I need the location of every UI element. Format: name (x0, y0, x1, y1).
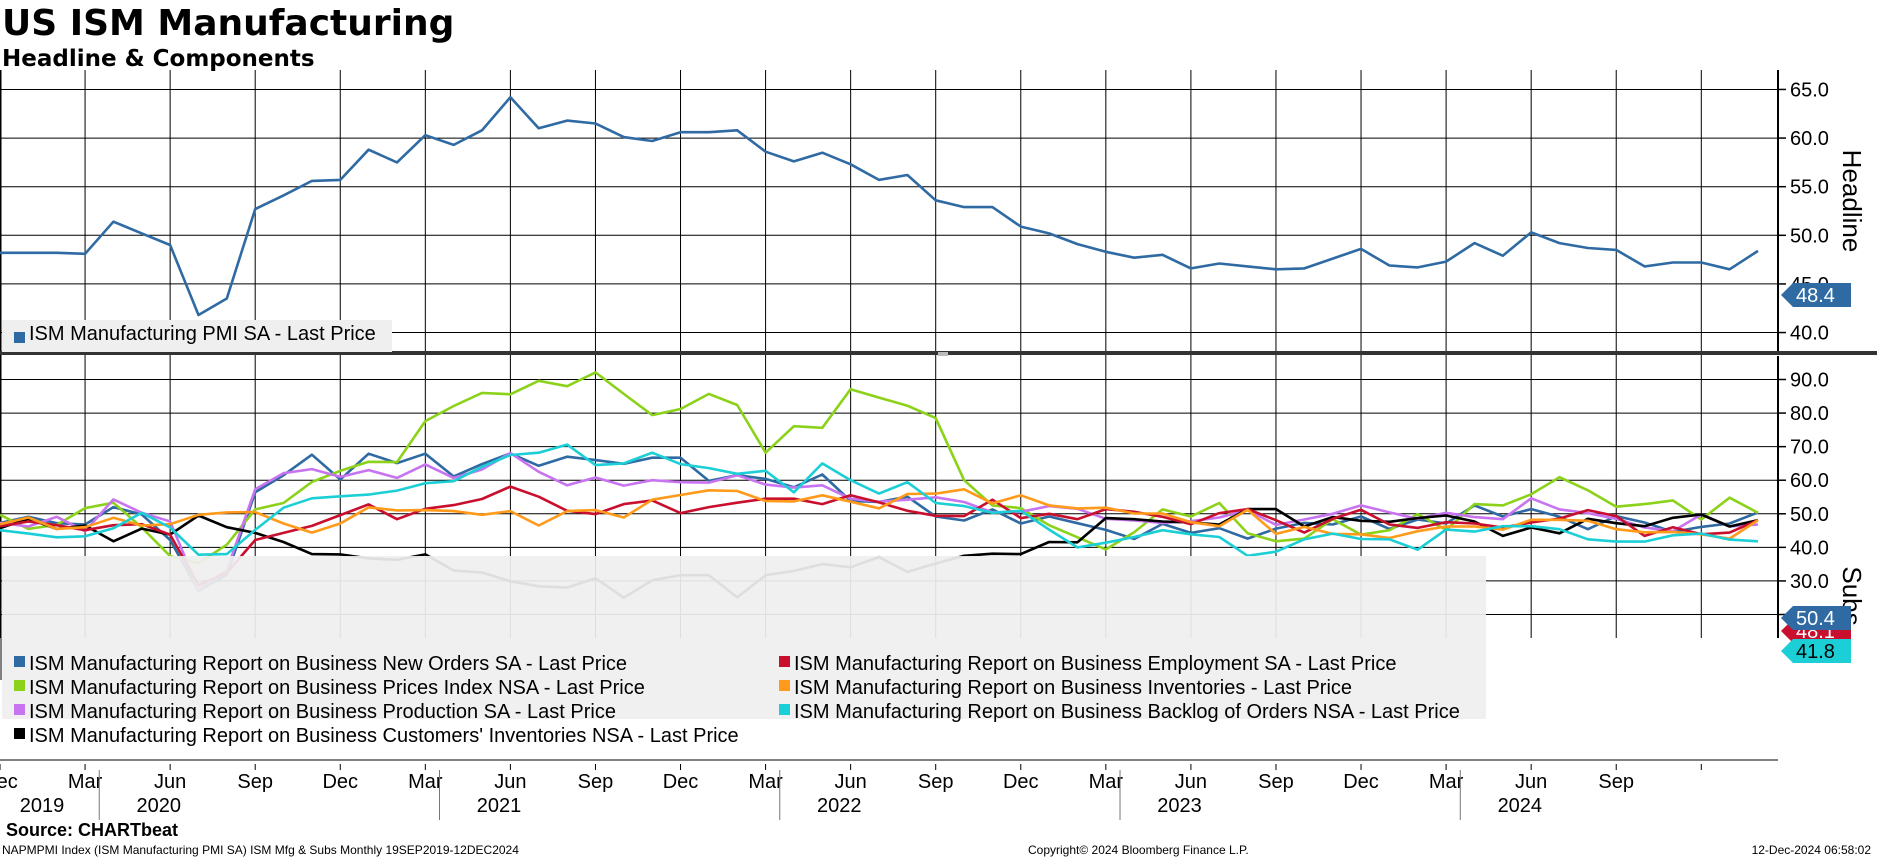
subs-tick-label: 80.0 (1790, 403, 1829, 425)
value-tag-label: 41.8 (1796, 641, 1835, 663)
x-year-label: 2020 (137, 795, 182, 817)
value-tag-label: 48.4 (1796, 285, 1835, 307)
series-line-pmi (0, 95, 1759, 317)
footer-copyright: Copyright© 2024 Bloomberg Finance L.P. (1028, 843, 1249, 857)
legend-swatch (779, 656, 790, 667)
source-label: Source: CHARTbeat (6, 820, 179, 840)
legend-label: ISM Manufacturing Report on Business Inv… (794, 677, 1352, 699)
last-value-backlog: 41.8 (1781, 639, 1851, 663)
legend-label: ISM Manufacturing Report on Business Bac… (794, 701, 1460, 723)
headline-legend: ISM Manufacturing PMI SA - Last Price (2, 320, 392, 352)
legend-swatch (14, 332, 25, 343)
headline-y-axis: 65.060.055.050.045.040.0 (0, 70, 1829, 352)
subs-tick-label: 90.0 (1790, 370, 1829, 392)
legend-label: ISM Manufacturing Report on Business Pri… (29, 677, 645, 699)
legend-label: ISM Manufacturing PMI SA - Last Price (29, 323, 376, 345)
x-month-label: Mar (68, 771, 103, 793)
headline-tick-label: 65.0 (1790, 79, 1829, 101)
legend-swatch (14, 704, 25, 715)
x-year-label: 2023 (1157, 795, 1202, 817)
headline-tick-label: 40.0 (1790, 323, 1829, 345)
x-month-label: Mar (1089, 771, 1124, 793)
subs-tick-label: 50.0 (1790, 504, 1829, 526)
x-month-label: Jun (494, 771, 526, 793)
x-month-label: Jun (1515, 771, 1547, 793)
subs-tick-label: 70.0 (1790, 437, 1829, 459)
value-tag-label: 50.4 (1796, 608, 1835, 630)
value-tag-shape (1781, 639, 1851, 663)
legend-swatch (14, 680, 25, 691)
headline-tick-label: 50.0 (1790, 225, 1829, 247)
x-year-label: 2022 (817, 795, 862, 817)
separator-handle (938, 352, 948, 356)
last-value-headline: 48.4 (1781, 283, 1851, 307)
headline-tick-label: 55.0 (1790, 177, 1829, 199)
x-month-label: Jun (154, 771, 186, 793)
x-year-label: 2021 (477, 795, 522, 817)
x-month-label: Sep (918, 771, 954, 793)
x-month-label: Mar (408, 771, 443, 793)
legend-box (2, 320, 392, 352)
legend-label: ISM Manufacturing Report on Business Emp… (794, 653, 1397, 675)
x-month-label: Dec (1343, 771, 1379, 793)
series-line-inventories (0, 487, 1759, 540)
x-month-label: Jun (1175, 771, 1207, 793)
x-month-label: Dec (663, 771, 699, 793)
x-month-label: Sep (1258, 771, 1294, 793)
x-month-label: Dec (1003, 771, 1039, 793)
x-year-label: 2024 (1498, 795, 1543, 817)
series-line-prices (0, 371, 1759, 565)
subs-tick-label: 60.0 (1790, 470, 1829, 492)
x-month-label: Sep (1598, 771, 1634, 793)
x-axis: Dec Mar Jun Sep Dec Mar Jun Sep Dec Mar Jun Sep Dec M… (0, 759, 1778, 820)
value-tag-shape (1781, 606, 1851, 630)
page-title: US ISM Manufacturing (2, 3, 455, 44)
page-subtitle: Headline & Components (2, 46, 315, 72)
legend-label: ISM Manufacturing Report on Business New… (29, 653, 627, 675)
x-month-label: Dec (322, 771, 358, 793)
legend-label: ISM Manufacturing Report on Business Cus… (29, 725, 739, 747)
x-month-label: Sep (578, 771, 614, 793)
series-line-backlog (0, 443, 1759, 558)
series-line-employment (0, 485, 1759, 587)
value-tag-shape (1781, 283, 1851, 307)
x-year-label: 2019 (20, 795, 65, 817)
x-month-label: Dec (0, 771, 18, 793)
headline-axis-title: Headline (1837, 150, 1867, 253)
headline-tick-label: 60.0 (1790, 128, 1829, 150)
x-month-label: Sep (237, 771, 273, 793)
footer-timestamp: 12-Dec-2024 06:58:02 (1751, 843, 1871, 857)
subs-tick-label: 30.0 (1790, 571, 1829, 593)
legend-swatch (14, 656, 25, 667)
x-month-label: Jun (835, 771, 867, 793)
last-value-new-orders: 50.4 (1781, 606, 1851, 630)
legend-label: ISM Manufacturing Report on Business Pro… (29, 701, 616, 723)
subs-tick-label: 40.0 (1790, 537, 1829, 559)
x-month-label: Mar (1429, 771, 1464, 793)
x-month-label: Mar (748, 771, 783, 793)
legend-swatch (779, 680, 790, 691)
legend-swatch (14, 728, 25, 739)
legend-swatch (779, 704, 790, 715)
legend-box (2, 556, 1486, 719)
subs-legend: ISM Manufacturing Report on Business New… (2, 556, 1486, 747)
footer-ticker-info: NAPMPMI Index (ISM Manufacturing PMI SA)… (2, 843, 519, 857)
